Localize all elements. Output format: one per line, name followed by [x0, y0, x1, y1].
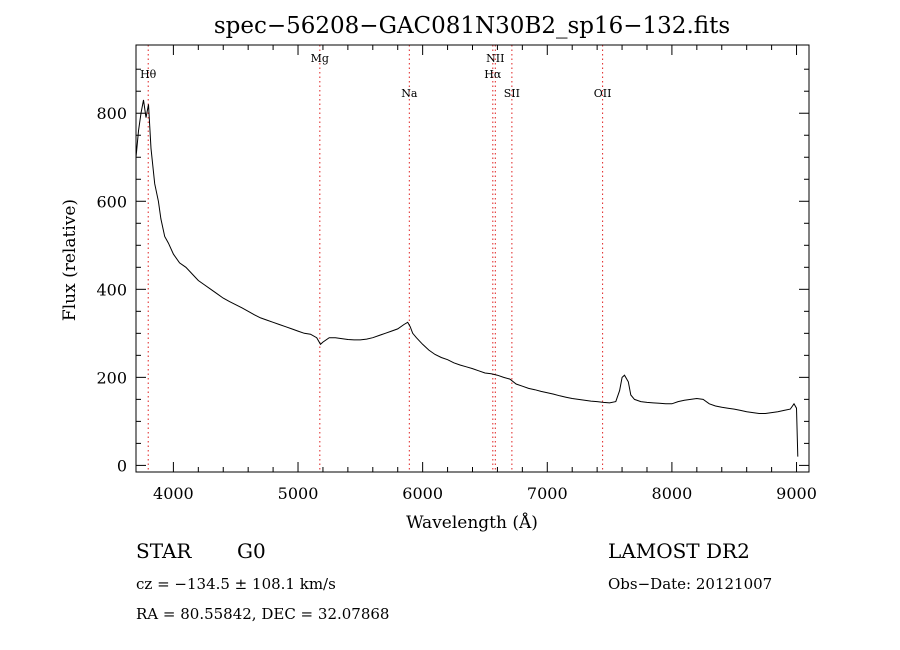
y-axis-label: Flux (relative) — [60, 199, 80, 321]
y-tick-label: 800 — [96, 104, 127, 123]
x-tick-label: 6000 — [402, 484, 443, 503]
x-tick-label: 4000 — [153, 484, 194, 503]
emission-line-label-3: NII — [486, 52, 504, 65]
redshift-info: cz = −134.5 ± 108.1 km/s — [136, 575, 336, 593]
emission-line-label-1: Mg — [311, 52, 329, 65]
x-axis-ticks — [172, 45, 798, 472]
observation-date: Obs−Date: 20121007 — [608, 575, 772, 593]
chart-title: spec−56208−GAC081N30B2_sp16−132.fits — [214, 13, 730, 39]
x-tick-label: 8000 — [652, 484, 693, 503]
y-tick-label: 600 — [96, 192, 127, 211]
spectrum-line — [135, 99, 799, 457]
y-tick-label: 400 — [96, 280, 127, 299]
emission-line-label-5: SII — [504, 87, 520, 100]
emission-line-markers — [147, 45, 604, 472]
y-tick-label: 200 — [96, 368, 127, 387]
coordinates-info: RA = 80.55842, DEC = 32.07868 — [136, 605, 389, 623]
plot-frame — [135, 44, 810, 473]
x-axis-tick-labels: 4000 5000 6000 7000 8000 9000 — [153, 484, 817, 503]
x-tick-label: 7000 — [527, 484, 568, 503]
x-tick-label: 5000 — [278, 484, 319, 503]
emission-line-label-6: OII — [594, 87, 612, 100]
survey-name: LAMOST DR2 — [608, 539, 750, 563]
y-tick-label: 0 — [117, 456, 127, 475]
emission-line-label-0: Hθ — [140, 68, 157, 81]
y-axis-ticks — [136, 68, 809, 466]
object-subclass: G0 — [237, 539, 266, 563]
object-class: STAR — [136, 539, 192, 563]
x-tick-label: 9000 — [776, 484, 817, 503]
emission-line-label-2: Na — [401, 87, 418, 100]
x-axis-label: Wavelength (Å) — [406, 512, 538, 533]
y-axis-tick-labels: 0 200 400 600 800 — [96, 104, 127, 475]
emission-line-label-4: Hα — [484, 68, 502, 81]
